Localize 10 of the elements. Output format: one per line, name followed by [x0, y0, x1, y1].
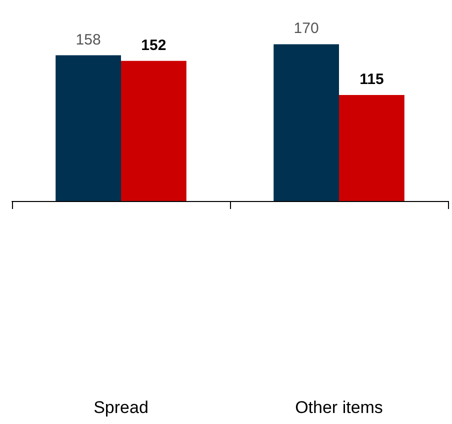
data-label: 170 [294, 20, 319, 38]
bar [56, 55, 121, 201]
data-label: 152 [141, 36, 166, 54]
bar [274, 44, 339, 201]
x-tick-label: Other items [295, 398, 383, 417]
bar [339, 94, 404, 201]
bar [121, 60, 186, 201]
x-tick-label: Spread [94, 398, 148, 417]
data-label: 158 [76, 31, 101, 48]
data-label: 115 [360, 70, 384, 88]
